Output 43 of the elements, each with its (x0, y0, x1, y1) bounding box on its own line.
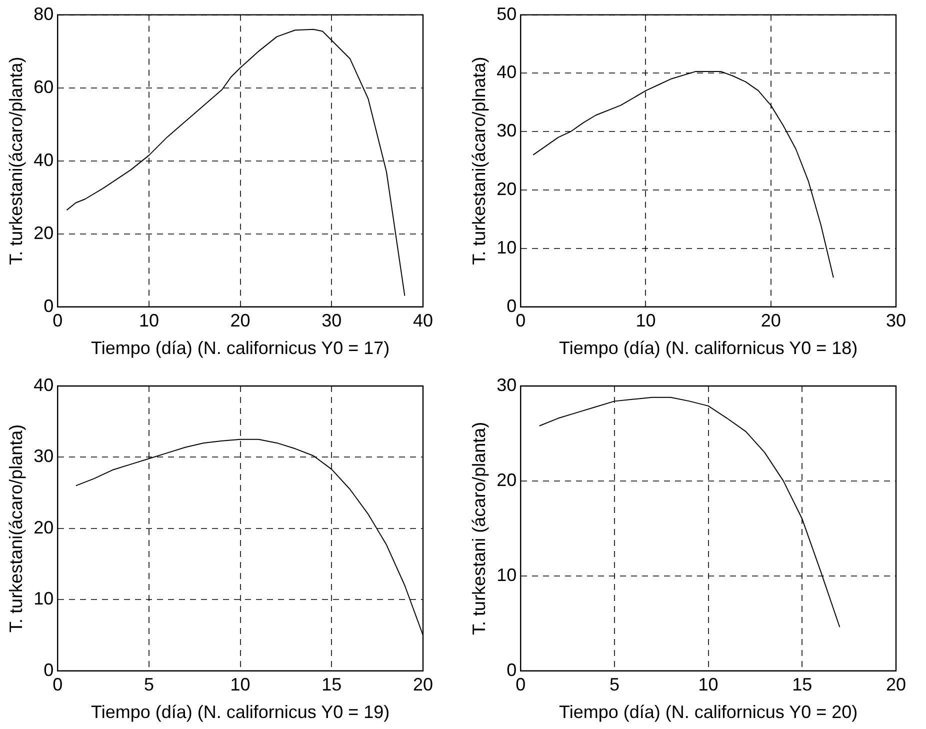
y-tick-label: 30 (496, 374, 517, 395)
y-tick-label: 20 (496, 470, 517, 490)
y-tick-label: 80 (34, 4, 54, 24)
x-axis-title: Tiempo (día) (N. californicus Y0 = 20) (559, 702, 858, 722)
y-tick-label: 40 (496, 62, 517, 82)
x-axis-title: Tiempo (día) (N. californicus Y0 = 18) (559, 338, 858, 358)
x-axis-title: Tiempo (día) (N. californicus Y0 = 17) (91, 338, 390, 358)
x-tick-label: 5 (609, 674, 620, 695)
x-tick-label: 30 (886, 310, 906, 331)
y-tick-label: 50 (496, 4, 517, 24)
y-tick-label: 0 (44, 660, 54, 680)
y-tick-label: 0 (506, 660, 517, 680)
y-tick-label: 60 (34, 76, 54, 97)
y-tick-label: 10 (496, 564, 517, 585)
y-tick-label: 10 (34, 588, 54, 609)
x-tick-label: 20 (760, 310, 781, 331)
x-tick-label: 20 (230, 310, 250, 331)
y-tick-label: 20 (34, 517, 54, 538)
y-tick-label: 20 (496, 178, 517, 199)
y-tick-label: 0 (44, 296, 54, 316)
y-axis-title: T. turkestani(ácaro/plnata) (468, 56, 489, 265)
y-axis-title: T. turkestani(ácaro/planta) (6, 56, 26, 265)
x-tick-label: 5 (144, 674, 154, 695)
y-tick-label: 30 (34, 446, 54, 466)
x-tick-label: 10 (698, 674, 718, 695)
y-tick-label: 40 (34, 150, 54, 170)
y-tick-label: 20 (34, 222, 54, 243)
x-tick-label: 10 (230, 674, 250, 695)
x-tick-label: 30 (322, 310, 342, 331)
x-tick-label: 40 (412, 310, 434, 331)
y-tick-label: 0 (506, 296, 517, 316)
x-tick-label: 10 (138, 310, 159, 331)
y-tick-label: 10 (496, 237, 517, 258)
x-tick-label: 20 (412, 674, 434, 695)
x-axis-title: Tiempo (día) (N. californicus Y0 = 19) (91, 702, 390, 722)
y-tick-label: 40 (34, 374, 54, 395)
y-tick-label: 30 (496, 120, 517, 141)
y-axis-title: T. turkestani(ácaro/planta) (6, 424, 26, 632)
x-tick-label: 15 (322, 674, 342, 695)
x-tick-label: 10 (636, 310, 656, 331)
x-tick-label: 15 (792, 674, 812, 695)
x-tick-label: 20 (886, 674, 906, 695)
y-axis-title: T. turkestani (ácaro/planta) (468, 422, 489, 635)
